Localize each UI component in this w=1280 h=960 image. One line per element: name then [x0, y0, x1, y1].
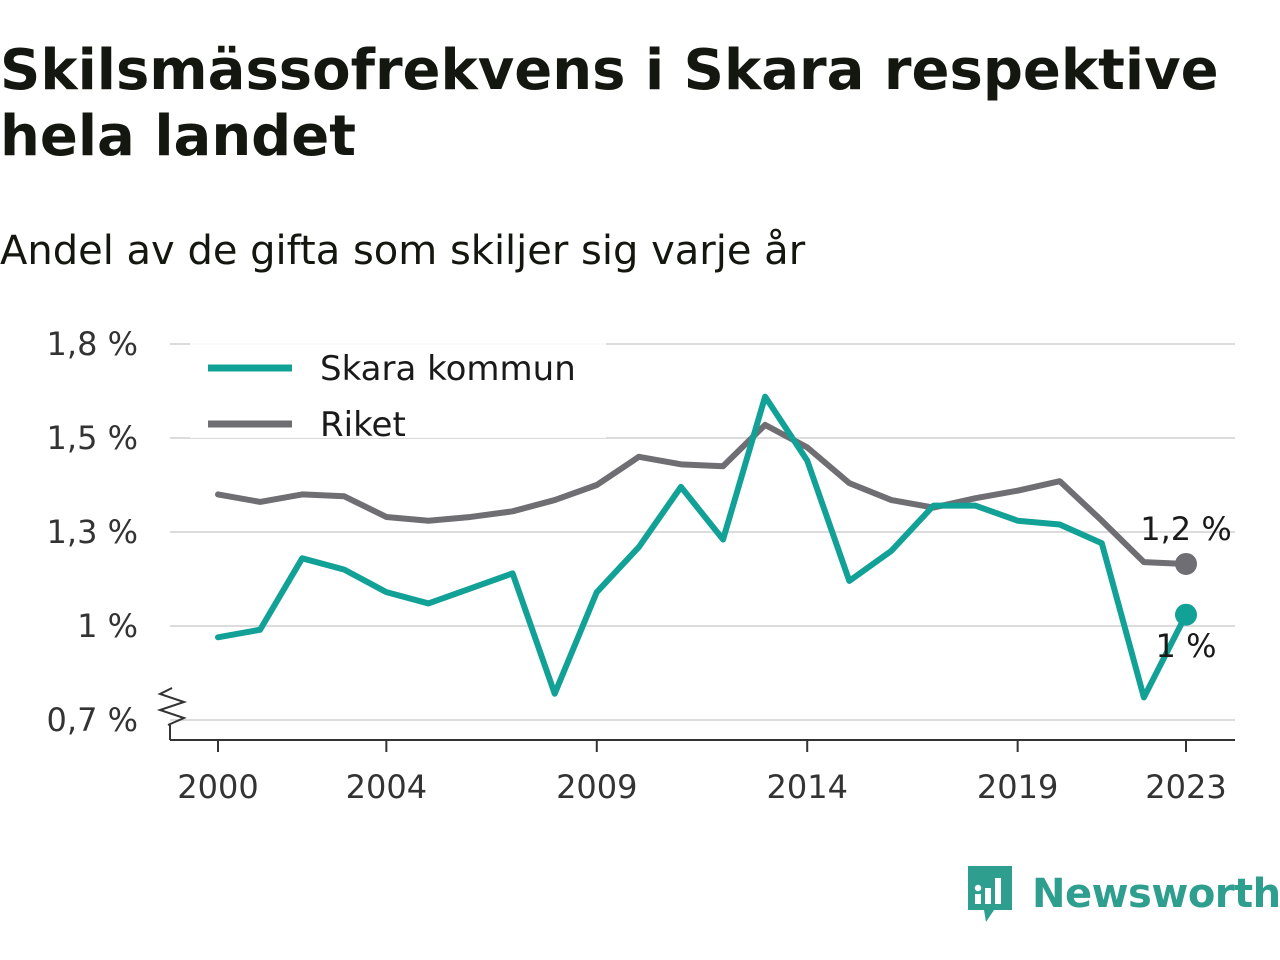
- chart-subtitle: Andel av de gifta som skiljer sig varje …: [0, 228, 806, 274]
- y-tick-label: 1,5 %: [47, 419, 138, 457]
- chart-title: Skilsmässofrekvens i Skara respektive he…: [0, 38, 1219, 169]
- x-tick-label: 2009: [556, 768, 637, 806]
- y-tick-label: 0,7 %: [47, 701, 138, 739]
- y-axis-break: [156, 687, 188, 726]
- series-end-point-riket: [1175, 552, 1197, 575]
- x-tick-label: 2014: [766, 768, 847, 806]
- y-tick-label: 1,8 %: [47, 325, 138, 363]
- brand-name: Newsworthy: [1032, 871, 1280, 917]
- x-tick-label: 2004: [346, 768, 427, 806]
- newsworthy-logo-icon: [968, 866, 1012, 922]
- y-tick-label: 1,3 %: [47, 513, 138, 551]
- end-value-label-skara: 1 %: [1156, 627, 1217, 665]
- series-line-riket: [215, 421, 1189, 567]
- legend-label: Skara kommun: [320, 349, 576, 389]
- x-tick-label: 2023: [1145, 768, 1226, 806]
- x-tick-label: 2019: [977, 768, 1058, 806]
- y-tick-label: 1 %: [77, 607, 138, 645]
- series-end-point-skara: [1175, 603, 1197, 626]
- legend-label: Riket: [320, 405, 406, 445]
- brand-logo: Newsworthy: [964, 864, 1280, 924]
- end-value-label-riket: 1,2 %: [1140, 510, 1231, 548]
- line-chart: 0,7 % 1 % 1,3 % 1,5 % 1,8 % 2000 2004 2009 2014 2…: [47, 325, 1235, 806]
- x-tick-label: 2000: [177, 768, 258, 806]
- series-line-skara: [215, 393, 1189, 701]
